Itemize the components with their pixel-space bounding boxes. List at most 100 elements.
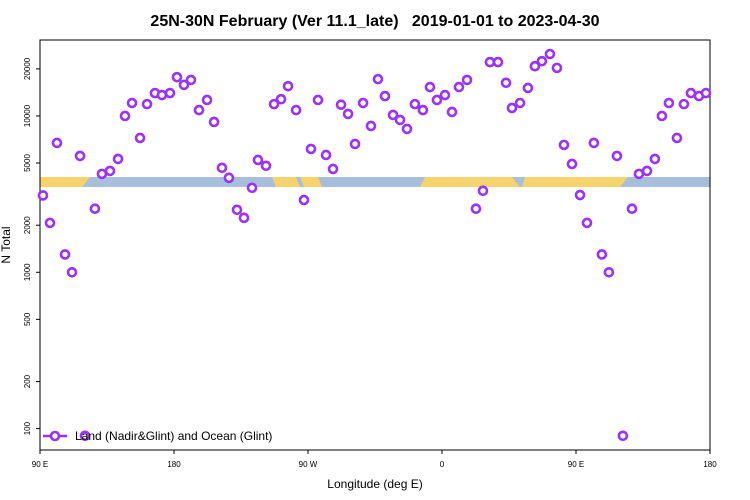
point (112, 153, 124, 165)
point (522, 82, 534, 94)
point (320, 149, 332, 161)
point (298, 194, 310, 206)
point (305, 143, 317, 155)
y-tick-label: 10000 (23, 104, 32, 127)
legend-marker (49, 430, 61, 442)
point (641, 165, 653, 177)
point (544, 48, 556, 60)
point (141, 98, 153, 110)
point (51, 137, 63, 149)
y-tick-label: 200 (23, 374, 32, 388)
point (223, 172, 235, 184)
point (372, 73, 384, 85)
point (431, 94, 443, 106)
point (104, 165, 116, 177)
point (492, 56, 504, 68)
point (603, 266, 615, 278)
point (185, 74, 197, 86)
point (282, 80, 294, 92)
point (335, 99, 347, 111)
point (44, 217, 56, 229)
point (453, 81, 465, 93)
point (119, 110, 131, 122)
point (156, 89, 168, 101)
point (596, 249, 608, 260)
point (617, 430, 629, 442)
point (357, 97, 369, 109)
point (216, 162, 228, 174)
y-tick-label: 5000 (23, 154, 32, 172)
point (312, 94, 324, 106)
point (671, 132, 683, 144)
y-tick-label: 2000 (23, 216, 32, 234)
land-strip (522, 177, 628, 187)
point (387, 109, 399, 121)
point (74, 150, 86, 162)
land-strip (300, 177, 322, 187)
point (342, 108, 354, 120)
point (59, 249, 71, 260)
y-axis-label: N Total (0, 226, 13, 263)
legend-label: Land (Nadir&Glint) and Ocean (Glint) (75, 429, 272, 443)
point (290, 104, 302, 116)
point (529, 60, 541, 72)
x-tick-label: 180 (167, 460, 181, 469)
point (252, 154, 264, 166)
point (626, 203, 638, 215)
point (566, 158, 578, 170)
point (536, 55, 548, 67)
point (208, 116, 220, 128)
point (268, 98, 280, 110)
point (275, 93, 287, 105)
point (409, 98, 421, 110)
point (611, 150, 623, 162)
point (126, 97, 138, 109)
point (417, 104, 429, 116)
point (89, 203, 101, 215)
point (379, 90, 391, 102)
y-tick-label: 500 (23, 312, 32, 326)
point (500, 77, 512, 89)
point (514, 97, 526, 109)
point (246, 182, 258, 194)
x-tick-label: 90 W (299, 460, 318, 469)
y-tick-label: 100 (23, 421, 32, 435)
point (193, 104, 205, 116)
point (394, 114, 406, 126)
land-strip (272, 177, 300, 187)
point (134, 132, 146, 144)
point (477, 185, 489, 197)
point (446, 106, 458, 118)
point (66, 266, 78, 278)
point (678, 98, 690, 110)
x-tick-label: 90 E (32, 460, 48, 469)
point (700, 87, 712, 99)
point (551, 62, 563, 74)
point (164, 87, 176, 99)
point (260, 160, 272, 172)
point (506, 102, 518, 114)
land-strip (420, 177, 520, 187)
x-tick-label: 0 (440, 460, 445, 469)
y-tick-label: 20000 (23, 57, 32, 80)
x-tick-label: 180 (703, 460, 717, 469)
x-axis-label: Longitude (deg E) (327, 477, 422, 491)
point (201, 94, 213, 106)
x-tick-label: 90 E (568, 460, 584, 469)
point (79, 430, 91, 442)
point (231, 204, 243, 216)
y-tick-label: 1000 (23, 263, 32, 281)
point (349, 138, 361, 150)
point (327, 163, 339, 175)
point (581, 217, 593, 229)
point (470, 203, 482, 215)
point (588, 137, 600, 149)
point (365, 120, 377, 132)
land-strip (40, 177, 90, 187)
point (649, 153, 661, 165)
point (37, 190, 49, 201)
point (663, 97, 675, 109)
land-ocean-strip (40, 177, 710, 187)
point (171, 71, 183, 83)
